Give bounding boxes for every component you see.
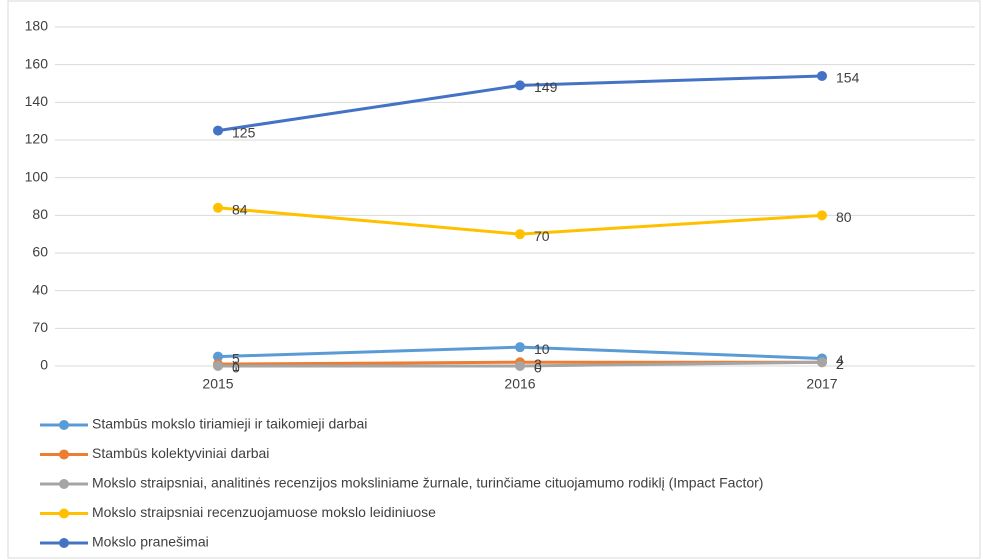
series-marker: [515, 342, 525, 353]
data-label: 149: [534, 79, 558, 95]
series-marker: [213, 125, 223, 136]
data-label: 125: [232, 124, 256, 140]
y-tick-label: 120: [25, 131, 49, 147]
data-label: 70: [534, 228, 550, 244]
legend-label: Stambūs kolektyviniai darbai: [92, 445, 269, 461]
data-label: 2: [534, 356, 542, 372]
x-tick-label: 2017: [806, 376, 837, 392]
y-tick-label: 160: [25, 55, 49, 71]
x-tick-label: 2016: [504, 376, 535, 392]
x-tick-label: 2015: [202, 376, 233, 392]
y-tick-label: 60: [32, 244, 48, 260]
legend-label: Stambūs mokslo tiriamieji ir taikomieji …: [92, 416, 367, 432]
legend-label: Mokslo straipsniai, analitinės recenzijo…: [92, 475, 763, 491]
data-label: 0: [232, 360, 240, 376]
series-marker: [515, 361, 525, 371]
y-tick-label: 100: [25, 168, 49, 184]
series-marker: [515, 80, 525, 91]
series-marker: [213, 361, 223, 371]
y-tick-label: 180: [25, 18, 49, 34]
legend-marker: [59, 449, 69, 460]
series-marker: [213, 351, 223, 362]
series-marker: [817, 357, 827, 368]
data-label: 10: [534, 341, 550, 357]
series-marker: [213, 202, 223, 213]
data-label: 84: [232, 202, 248, 218]
series-marker: [817, 210, 827, 221]
data-label: 2: [836, 356, 844, 372]
legend-marker: [59, 508, 69, 519]
series-marker: [515, 229, 525, 240]
data-label: 4: [836, 352, 844, 368]
legend-marker: [59, 538, 69, 548]
data-label: 2: [836, 356, 844, 372]
data-label: 154: [836, 70, 860, 86]
series-marker: [817, 70, 827, 81]
data-label: 0: [534, 360, 542, 376]
legend-marker: [59, 420, 69, 430]
legend-marker: [59, 479, 69, 489]
y-tick-label: 0: [40, 357, 48, 373]
y-tick-label: 140: [25, 93, 49, 109]
y-tick-label: 70: [32, 319, 48, 335]
data-label: 5: [232, 350, 240, 366]
y-tick-label: 80: [32, 206, 48, 222]
chart-border: [7, 0, 981, 559]
data-label: 80: [836, 209, 852, 225]
legend-label: Mokslo pranešimai: [92, 534, 209, 550]
y-tick-label: 40: [32, 281, 48, 297]
legend-label: Mokslo straipsniai recenzuojamuose moksl…: [92, 504, 436, 520]
